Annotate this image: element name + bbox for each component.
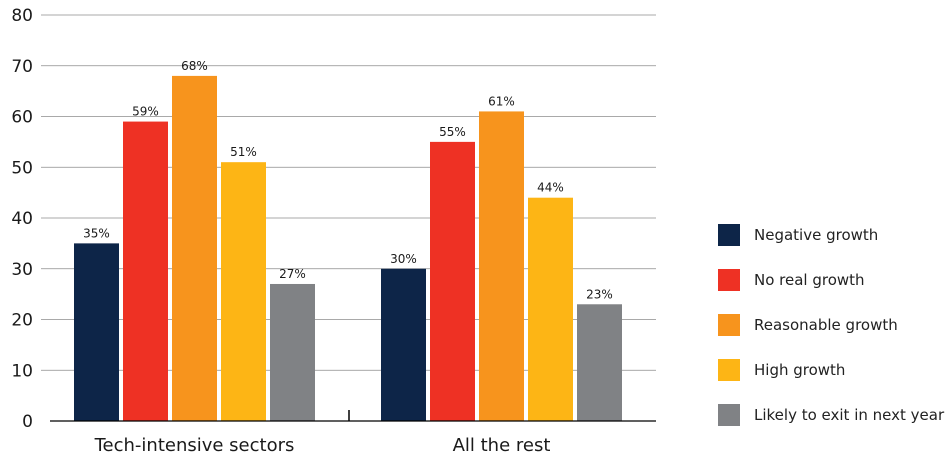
y-tick-label: 0 bbox=[22, 412, 33, 432]
legend-label: Negative growth bbox=[754, 226, 879, 244]
bar bbox=[74, 243, 119, 421]
y-tick-label: 30 bbox=[11, 260, 33, 280]
bar-value-label: 30% bbox=[390, 252, 417, 266]
legend-item: No real growth bbox=[718, 269, 944, 291]
bar-value-label: 61% bbox=[488, 94, 515, 108]
bar bbox=[479, 111, 524, 422]
bar-value-label: 27% bbox=[279, 267, 306, 281]
bar-value-label: 55% bbox=[439, 125, 466, 139]
bar-value-label: 51% bbox=[230, 145, 257, 159]
legend-item: Reasonable growth bbox=[718, 314, 944, 336]
legend: Negative growth No real growth Reasonable … bbox=[718, 224, 944, 449]
legend-label: High growth bbox=[754, 361, 846, 379]
data-labels: 35% 59% 68% 51% 27% 30% 55% 61% 44% 23% bbox=[83, 59, 613, 301]
legend-label: No real growth bbox=[754, 271, 865, 289]
bar bbox=[172, 75, 217, 422]
category-label: All the rest bbox=[453, 435, 551, 456]
legend-swatch bbox=[718, 404, 740, 426]
legend-item: Negative growth bbox=[718, 224, 944, 246]
bar bbox=[577, 304, 622, 421]
bar bbox=[430, 141, 475, 421]
bar bbox=[123, 121, 168, 421]
y-tick-label: 80 bbox=[11, 6, 33, 26]
x-axis-category-labels: Tech-intensive sectors All the rest bbox=[94, 435, 551, 456]
y-axis-tick-labels: 0 10 20 30 40 50 60 70 80 bbox=[11, 6, 33, 432]
category-label: Tech-intensive sectors bbox=[94, 435, 295, 456]
legend-swatch bbox=[718, 359, 740, 381]
legend-label: Reasonable growth bbox=[754, 316, 898, 334]
bar-value-label: 44% bbox=[537, 181, 564, 195]
y-tick-label: 50 bbox=[11, 158, 33, 178]
bar bbox=[381, 268, 426, 421]
bar-value-label: 59% bbox=[132, 105, 159, 119]
legend-swatch bbox=[718, 224, 740, 246]
bar-value-label: 68% bbox=[181, 59, 208, 73]
legend-swatch bbox=[718, 269, 740, 291]
legend-item: Likely to exit in next year bbox=[718, 404, 944, 426]
bar bbox=[528, 197, 573, 421]
y-tick-label: 60 bbox=[11, 108, 33, 128]
bar bbox=[221, 162, 266, 422]
y-tick-label: 10 bbox=[11, 361, 33, 381]
bar bbox=[270, 283, 315, 421]
x-axis bbox=[50, 410, 656, 422]
legend-item: High growth bbox=[718, 359, 944, 381]
bar-value-label: 35% bbox=[83, 226, 110, 240]
y-tick-label: 20 bbox=[11, 311, 33, 331]
bars bbox=[74, 75, 622, 422]
y-tick-label: 70 bbox=[11, 57, 33, 77]
legend-label: Likely to exit in next year bbox=[754, 406, 945, 424]
legend-swatch bbox=[718, 314, 740, 336]
bar-value-label: 23% bbox=[586, 287, 613, 301]
y-tick-label: 40 bbox=[11, 209, 33, 229]
